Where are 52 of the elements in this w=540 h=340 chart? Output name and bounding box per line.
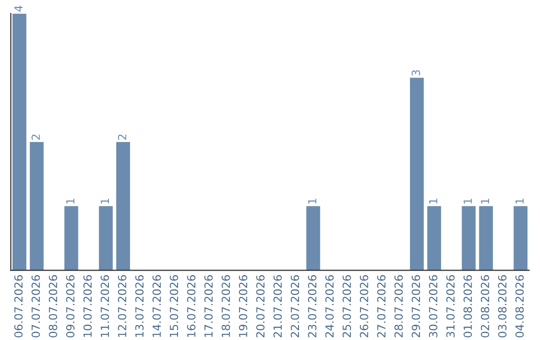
bar <box>479 206 493 270</box>
x-tick-label: 14.07.2026 <box>152 275 161 337</box>
data-label: 1 <box>516 198 524 204</box>
x-tick-label: 23.07.2026 <box>308 275 316 338</box>
x-tick-label: 17.07.2026 <box>204 275 213 337</box>
bar <box>427 206 442 270</box>
x-tick-label: 20.07.2026 <box>256 275 265 338</box>
bar <box>306 206 320 270</box>
x-tick-label: 25.07.2026 <box>342 275 351 338</box>
data-label: 1 <box>100 198 109 204</box>
x-tick-label: 09.07.2026 <box>66 275 75 338</box>
x-tick-label: 21.07.2026 <box>273 275 282 338</box>
x-tick-label: 26.07.2026 <box>360 275 368 338</box>
x-tick-label: 16.07.2026 <box>187 275 196 337</box>
x-tick-label: 15.07.2026 <box>170 275 178 337</box>
data-label: 1 <box>308 198 316 204</box>
bar <box>514 206 528 270</box>
x-tick-label: 07.07.2026 <box>32 275 40 338</box>
x-tick-label: 13.07.2026 <box>135 275 144 337</box>
bar <box>462 206 476 270</box>
data-label: 2 <box>118 134 126 140</box>
data-label: 3 <box>412 70 420 76</box>
data-label: 4 <box>14 6 23 12</box>
bar <box>30 142 44 270</box>
data-label: 1 <box>66 198 74 204</box>
x-tick-label: 06.07.2026 <box>14 275 23 338</box>
x-tick-label: 29.07.2026 <box>412 275 420 338</box>
x-tick-label: 19.07.2026 <box>238 275 248 337</box>
data-label: 1 <box>480 198 490 204</box>
bar <box>98 206 113 270</box>
data-label: 1 <box>464 198 472 204</box>
x-tick-label: 08.07.2026 <box>48 275 58 338</box>
x-tick-label: 01.08.2026 <box>464 275 472 338</box>
data-label: 2 <box>32 134 40 140</box>
x-tick-label: 02.08.2026 <box>480 275 490 338</box>
x-tick-label: 10.07.2026 <box>83 275 92 337</box>
x-tick-label: 11.07.2026 <box>100 275 110 337</box>
data-label: 1 <box>429 198 438 204</box>
x-tick-label: 28.07.2026 <box>394 275 403 338</box>
x-tick-label: 12.07.2026 <box>118 275 126 337</box>
bar <box>12 14 26 270</box>
x-tick-label: 31.07.2026 <box>446 275 455 338</box>
x-tick-label: 03.08.2026 <box>498 275 507 338</box>
x-tick-label: 27.07.2026 <box>377 275 386 338</box>
x-tick-label: 24.07.2026 <box>325 275 334 338</box>
bar <box>410 78 424 270</box>
bar <box>116 142 130 270</box>
x-tick-label: 22.07.2026 <box>290 275 300 338</box>
x-tick-label: 18.07.2026 <box>222 275 230 337</box>
bar <box>64 206 78 270</box>
x-tick-label: 30.07.2026 <box>428 275 438 338</box>
x-tick-label: 04.08.2026 <box>515 275 524 338</box>
